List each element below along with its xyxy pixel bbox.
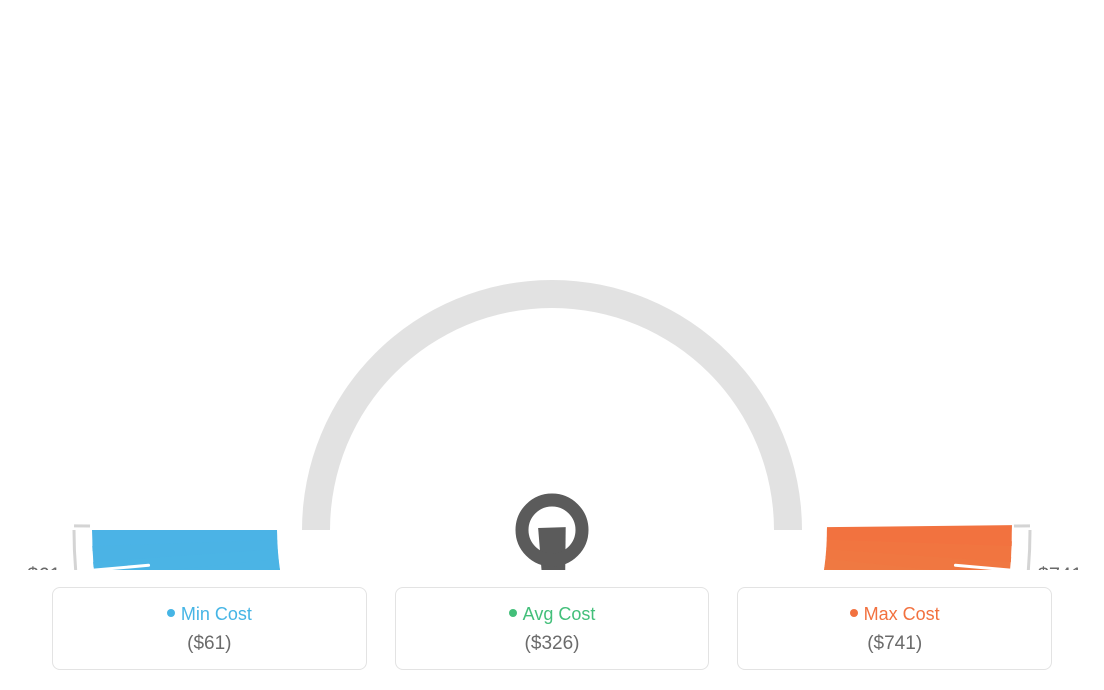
legend-max-dot [850, 609, 858, 617]
legend-avg-title: Avg Cost [396, 604, 709, 625]
legend-min: Min Cost ($61) [52, 587, 367, 670]
legend-avg: Avg Cost ($326) [395, 587, 710, 670]
legend-min-title: Min Cost [53, 604, 366, 625]
legend-avg-value: ($326) [396, 633, 709, 655]
gauge-chart: $61$127$193$326$464$602$741 [0, 0, 1104, 570]
legend-min-label: Min Cost [181, 604, 252, 624]
legend-max-value: ($741) [738, 633, 1051, 655]
gauge-inner-ring [302, 280, 802, 530]
gauge-tick-label: $741 [1038, 564, 1083, 570]
legend-avg-label: Avg Cost [523, 604, 596, 624]
legend-max-title: Max Cost [738, 604, 1051, 625]
legend-min-dot [167, 609, 175, 617]
legend-min-value: ($61) [53, 633, 366, 655]
legend-max-label: Max Cost [864, 604, 940, 624]
gauge-tick-label: $61 [27, 564, 60, 570]
legend-avg-dot [509, 609, 517, 617]
gauge-container: $61$127$193$326$464$602$741 [0, 0, 1104, 570]
legend-max: Max Cost ($741) [737, 587, 1052, 670]
legend-row: Min Cost ($61) Avg Cost ($326) Max Cost … [52, 587, 1052, 670]
